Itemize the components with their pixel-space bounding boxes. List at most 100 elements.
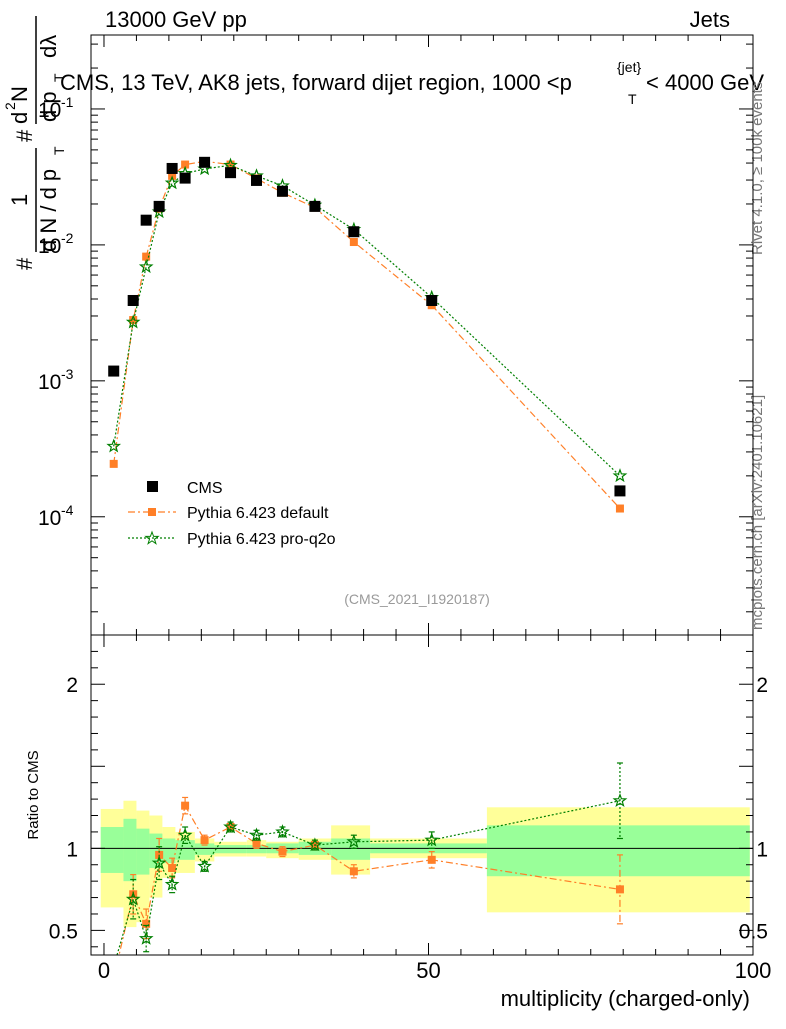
main-cms-point — [276, 185, 288, 197]
x-tick-label: 50 — [416, 958, 440, 983]
main-cms-point — [251, 174, 262, 186]
main-y-tick-label: 10 — [38, 371, 61, 394]
main-panel: 10-410-310-210-1 — [38, 34, 754, 636]
ratio-band-inner — [214, 845, 247, 854]
ratio-panel: 0.5 0.5 1 1 2 2 — [49, 634, 768, 982]
main-proq2o-point — [138, 259, 154, 274]
ratio-default-line — [118, 804, 621, 955]
ratio-default-point — [349, 867, 358, 876]
main-axis-ticks — [91, 35, 754, 635]
main-default-point — [109, 459, 118, 468]
main-proq2o-point — [164, 175, 180, 190]
ratio-band-inner — [246, 845, 267, 854]
main-cms-point — [166, 162, 178, 174]
y-title-dlambda: dλ — [36, 35, 61, 58]
plot-title-subscript: T — [628, 91, 637, 107]
ratio-y-tick-label-right: 2 — [756, 674, 768, 697]
main-cms-point — [225, 167, 237, 179]
main-default-point — [129, 316, 138, 325]
main-default-point — [226, 160, 235, 169]
ratio-band-inner — [175, 840, 195, 860]
plot-title-superscript: {jet} — [617, 59, 641, 75]
ratio-band-inner — [136, 828, 150, 875]
legend-label-default: Pythia 6.423 default — [187, 505, 329, 522]
main-y-tick-label: 10 — [38, 235, 61, 258]
main-y-tick-labels: 10-410-310-210-1 — [38, 94, 74, 530]
analysis-watermark: (CMS_2021_I1920187) — [344, 591, 490, 607]
ratio-default-point — [427, 855, 436, 864]
legend-entry-default: Pythia 6.423 default — [128, 505, 329, 522]
ratio-proq2o-point — [307, 837, 323, 852]
ratio-default-point — [110, 974, 118, 982]
ratio-y-axis-label: Ratio to CMS — [25, 750, 42, 839]
ratio-proq2o-point — [249, 827, 264, 842]
main-y-axis-title: # 1 d N / d p T # d 2 N d p T dλ — [2, 16, 67, 270]
ratio-y-tick-label: 1 — [66, 838, 78, 861]
ratio-proq2o-point — [164, 876, 180, 891]
main-cms-point — [153, 200, 165, 212]
ratio-proq2o-point — [138, 930, 154, 945]
legend-entry-proq2o: Pythia 6.423 pro-q2o — [128, 530, 336, 548]
ratio-proq2o-point — [275, 824, 290, 839]
ratio-band-inner — [162, 838, 176, 864]
ratio-proq2o-point — [612, 792, 628, 807]
main-default-line — [113, 160, 621, 509]
main-cms-point — [127, 294, 139, 306]
ratio-default-point — [615, 885, 624, 894]
rivet-version-label: Rivet 4.1.0, ≥ 100k events — [749, 82, 766, 255]
legend-entry-cms: CMS — [147, 480, 223, 497]
legend-marker-cms — [147, 481, 158, 492]
main-proq2o-point — [125, 314, 141, 329]
ratio-default-point — [252, 839, 261, 848]
ratio-default-point — [181, 801, 190, 810]
ratio-default-point — [168, 864, 177, 873]
main-cms-point — [179, 172, 191, 184]
y-title-dp: d p — [36, 91, 61, 122]
plot-title-main: CMS, 13 TeV, AK8 jets, forward dijet reg… — [60, 70, 572, 95]
main-default-point — [181, 160, 190, 169]
ratio-proq2o-point — [346, 834, 362, 848]
y-title-d2n: d — [7, 112, 32, 124]
y-title-hash1: # — [12, 257, 37, 270]
main-default-point — [349, 238, 358, 247]
main-y-tick-label-exponent: -2 — [61, 230, 74, 246]
plot-title-end: < 4000 GeV — [646, 70, 764, 95]
ratio-default-point — [142, 919, 151, 928]
x-tick-label: 0 — [98, 958, 110, 983]
ratio-proq2o-point — [223, 819, 238, 834]
plot-title: CMS, 13 TeV, AK8 jets, forward dijet reg… — [60, 59, 764, 107]
main-y-tick-label: 10 — [38, 99, 61, 122]
x-tick-labels: 0 50 100 — [98, 958, 772, 983]
ratio-band-inner — [194, 843, 215, 855]
main-cms-point — [614, 485, 626, 497]
ratio-default-point — [278, 847, 287, 856]
y-title-sup2: 2 — [2, 102, 18, 110]
legend: CMS Pythia 6.423 default Pythia 6.423 pr… — [128, 480, 336, 548]
ratio-proq2o-point — [125, 891, 141, 906]
ratio-band-inner — [100, 827, 124, 873]
x-tick-label: 100 — [735, 958, 772, 983]
category-label: Jets — [690, 7, 730, 32]
ratio-uncertainty-bands — [91, 800, 753, 928]
y-title-t-sub-2: T — [51, 73, 67, 82]
y-title-dn-dpt: d N / d p — [36, 169, 61, 252]
main-proq2o-line — [113, 164, 621, 477]
ratio-band-inner — [486, 825, 750, 877]
legend-label-proq2o: Pythia 6.423 pro-q2o — [187, 531, 336, 548]
main-default-point — [615, 504, 624, 513]
ratio-y-tick-label: 2 — [66, 674, 78, 697]
main-proq2o-point — [106, 438, 122, 453]
energy-label: 13000 GeV pp — [105, 7, 247, 32]
ratio-proq2o-point — [151, 855, 167, 870]
x-axis-label: multiplicity (charged-only) — [501, 986, 750, 1011]
legend-label-cms: CMS — [187, 480, 223, 497]
ratio-y-tick-label: 0.5 — [49, 920, 78, 943]
y-title-t-sub-1: T — [51, 146, 67, 155]
main-cms-point — [140, 214, 152, 226]
ratio-proq2o-point — [197, 858, 212, 873]
main-default-point — [142, 252, 151, 261]
main-proq2o-point — [612, 468, 628, 483]
main-y-tick-label-exponent: -4 — [61, 502, 74, 518]
